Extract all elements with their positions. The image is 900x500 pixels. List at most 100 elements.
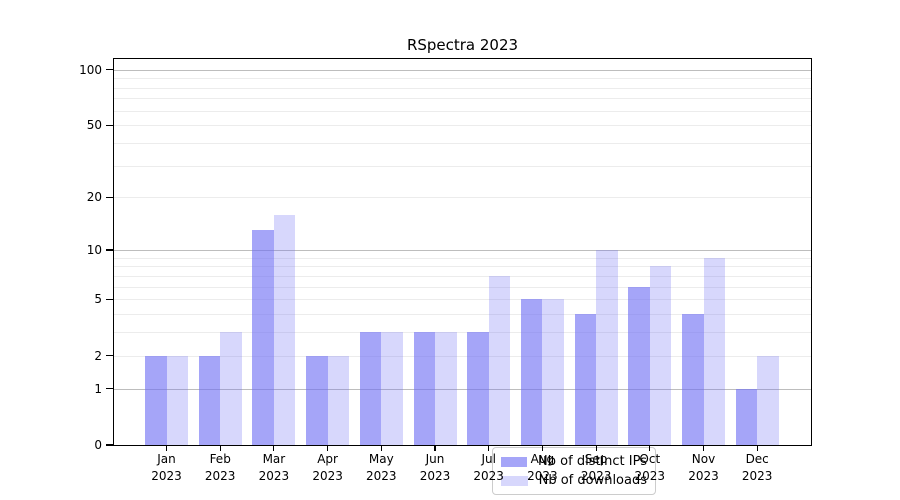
y-tick-mark [106,355,113,357]
gridline [114,110,811,112]
x-tick-mark [327,445,329,451]
y-tick-label: 10 [86,243,102,258]
x-tick-year: 2023 [366,469,397,483]
x-tick-mark [165,445,168,451]
x-tick-year: 2023 [204,469,236,483]
gridline [114,286,811,288]
y-tick-mark [106,249,113,251]
legend-label-distinct-ips: Nb of distinct IPs [538,454,647,469]
bar-downloads [381,332,403,445]
x-tick-label: Nov 2023 [672,451,736,485]
y-tick-label: 50 [86,118,102,133]
x-tick-month: Mar [262,452,286,466]
x-tick-mark [434,445,436,451]
legend-label-downloads: Nb of downloads [538,473,647,488]
gridline [114,98,811,100]
bar-distinct-ips [574,314,597,445]
y-tick-label: 100 [79,62,102,77]
x-tick-month: Dec [745,452,769,466]
x-tick-label: Jun 2023 [403,451,467,485]
x-tick-mark [595,445,597,451]
x-tick-label: Dec 2023 [725,451,789,485]
x-tick-label: Sep 2023 [564,451,628,485]
y-tick-mark [106,298,113,300]
bar-distinct-ips [359,332,382,445]
bar-downloads [757,355,779,445]
bar-distinct-ips [682,314,704,445]
bar-downloads [703,257,725,445]
x-tick-mark [273,445,275,451]
x-tick-month: May [368,452,394,466]
y-tick-label: 20 [86,190,102,205]
x-tick-month: Aug [530,452,555,466]
x-tick-year: 2023 [634,469,666,483]
legend-item-downloads: Nb of downloads [501,473,647,488]
bar-downloads [166,355,188,445]
x-tick-month: Nov [691,452,716,466]
bar-distinct-ips [252,230,274,445]
x-tick-mark [380,445,382,451]
x-tick-label: Aug 2023 [510,451,574,485]
x-tick-mark [219,445,221,451]
gridline [114,69,811,71]
x-tick-year: 2023 [473,469,504,483]
x-tick-year: 2023 [580,469,612,483]
bar-downloads [488,275,511,445]
gridline [114,125,811,127]
gridline [114,143,811,145]
bar-distinct-ips [628,286,650,445]
bar-distinct-ips [467,332,489,445]
bar-distinct-ips [735,388,758,445]
x-tick-mark [756,445,758,451]
bar-downloads [220,332,242,445]
x-tick-year: 2023 [419,469,451,483]
bar-distinct-ips [520,299,543,445]
legend-swatch-distinct-ips [501,456,528,467]
y-tick-mark [106,69,113,71]
bar-downloads [649,266,672,445]
bar-distinct-ips [198,355,221,445]
bar-downloads [542,299,564,445]
legend-item-distinct-ips: Nb of distinct IPs [501,454,647,469]
gridline [114,275,811,277]
x-tick-label: Apr 2023 [296,451,360,485]
legend: Nb of distinct IPs Nb of downloads [492,447,656,495]
bar-distinct-ips [145,355,167,445]
bar-downloads [327,355,350,445]
gridline [114,250,811,252]
y-tick-mark [106,124,113,126]
gridline [114,165,811,167]
x-tick-label: Mar 2023 [242,451,306,485]
bar-distinct-ips [413,332,435,445]
x-tick-mark [649,445,651,451]
x-tick-month: Apr [317,452,338,466]
x-tick-label: Jul 2023 [457,451,521,485]
gridline [114,197,811,199]
x-tick-month: Jan [157,452,176,466]
gridline [114,299,811,301]
gridline [114,78,811,80]
chart-title: RSpectra 2023 [406,36,519,54]
gridline [114,332,811,334]
y-tick-mark [106,196,113,199]
x-tick-month: Feb [209,452,231,466]
y-tick-label: 1 [94,381,102,396]
legend-swatch-downloads [501,475,528,486]
x-tick-year: 2023 [688,469,719,483]
bar-downloads [273,214,296,445]
x-tick-label: May 2023 [349,451,413,485]
x-tick-year: 2023 [312,469,343,483]
x-tick-month: Sep [584,452,608,466]
x-tick-mark [488,445,490,451]
gridline [114,257,811,259]
x-tick-month: Oct [639,452,661,466]
x-tick-month: Jun [425,452,445,466]
x-tick-mark [541,445,543,451]
gridline [114,388,811,390]
y-tick-label: 2 [94,348,102,363]
bar-distinct-ips [306,355,328,445]
x-tick-mark [702,445,705,451]
x-tick-year: 2023 [151,469,182,483]
gridline [114,314,811,316]
